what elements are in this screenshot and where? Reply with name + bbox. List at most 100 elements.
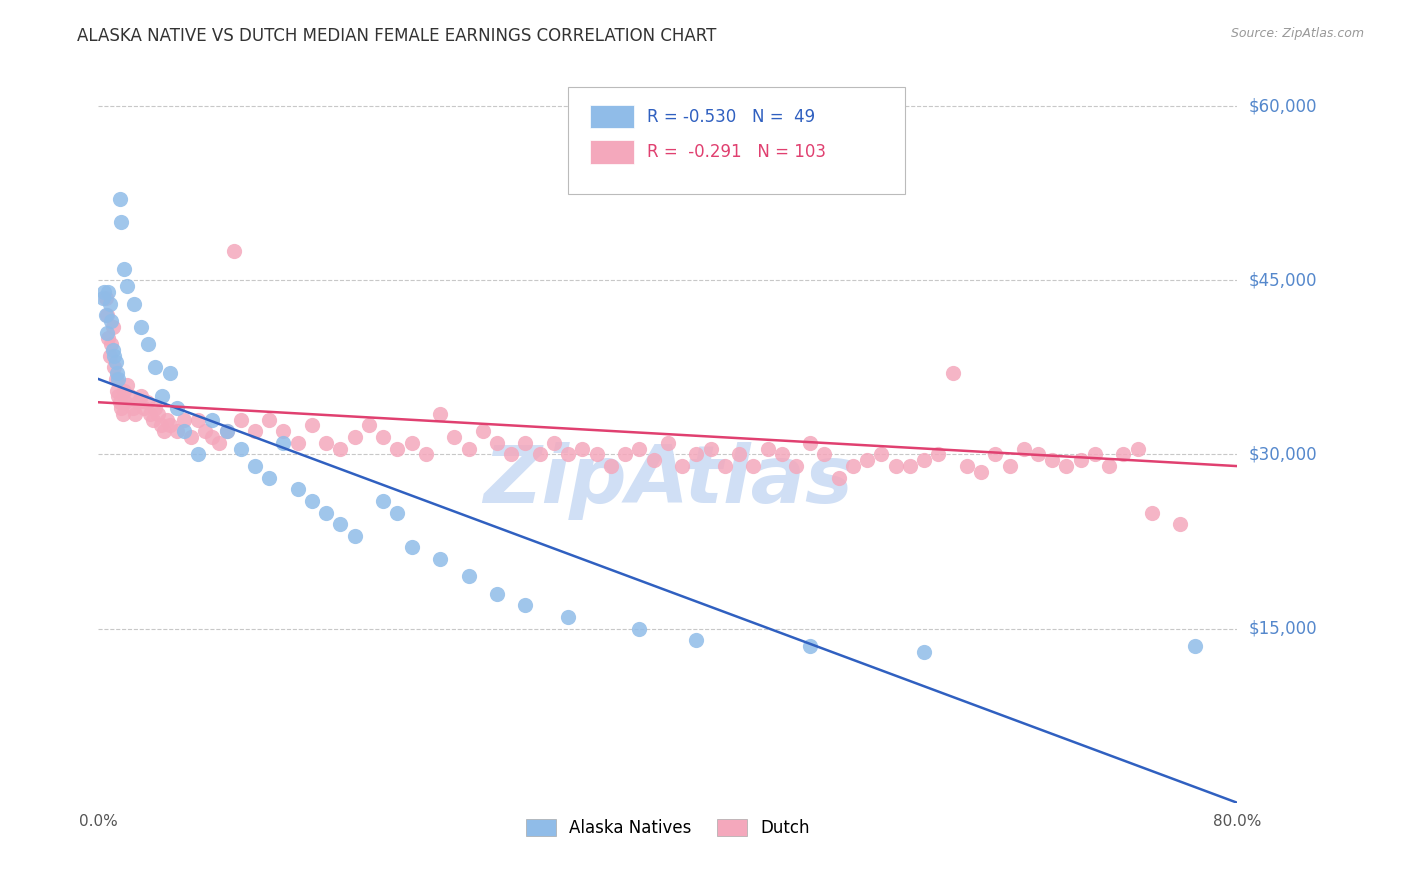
Point [138, 407, 160, 421]
Point [357, 418, 380, 433]
Point [912, 645, 935, 659]
Point [401, 436, 423, 450]
Point [401, 541, 423, 555]
Point [956, 459, 979, 474]
Point [429, 407, 451, 421]
Point [415, 448, 437, 462]
Point [329, 442, 352, 456]
Point [571, 442, 593, 456]
Point [543, 436, 565, 450]
Point [443, 430, 465, 444]
Point [215, 424, 238, 438]
Point [828, 471, 851, 485]
Point [173, 424, 195, 438]
Point [173, 412, 195, 426]
Text: $15,000: $15,000 [1249, 620, 1317, 638]
Point [93, 285, 115, 299]
Point [215, 424, 238, 438]
Point [1098, 459, 1121, 474]
Point [287, 483, 309, 497]
Point [813, 448, 835, 462]
Point [1184, 639, 1206, 653]
Point [153, 424, 176, 438]
Point [259, 471, 281, 485]
Point [159, 418, 181, 433]
Point [201, 412, 224, 426]
Point [515, 599, 537, 613]
Point [1026, 448, 1049, 462]
Point [685, 448, 707, 462]
Point [315, 506, 337, 520]
Point [486, 587, 509, 601]
Point [105, 384, 128, 398]
Point [471, 424, 494, 438]
Point [91, 291, 114, 305]
Point [124, 407, 146, 421]
Point [329, 517, 352, 532]
Point [229, 442, 252, 456]
Point [1012, 442, 1035, 456]
Point [148, 407, 170, 421]
Point [94, 291, 117, 305]
Point [1126, 442, 1149, 456]
Point [742, 459, 765, 474]
Text: $30,000: $30,000 [1249, 445, 1317, 464]
FancyBboxPatch shape [591, 140, 634, 163]
Point [699, 442, 721, 456]
Point [799, 639, 821, 653]
Point [129, 389, 152, 403]
Point [1170, 517, 1192, 532]
Point [373, 494, 395, 508]
Point [486, 436, 509, 450]
Point [96, 326, 118, 340]
Point [180, 430, 202, 444]
Point [728, 448, 751, 462]
Point [141, 412, 163, 426]
Point [107, 372, 129, 386]
Point [457, 442, 479, 456]
Point [108, 192, 131, 206]
Text: Source: ZipAtlas.com: Source: ZipAtlas.com [1230, 27, 1364, 40]
Point [501, 448, 523, 462]
Point [243, 424, 266, 438]
Point [187, 448, 209, 462]
Point [101, 319, 124, 334]
Point [98, 349, 121, 363]
Point [657, 436, 679, 450]
Point [942, 366, 965, 380]
Point [1070, 453, 1092, 467]
Point [301, 494, 323, 508]
FancyBboxPatch shape [591, 105, 634, 128]
Point [273, 424, 295, 438]
Point [884, 459, 907, 474]
Point [557, 448, 579, 462]
Point [166, 424, 188, 438]
Point [97, 285, 120, 299]
Point [685, 633, 707, 648]
Text: R = -0.530   N =  49: R = -0.530 N = 49 [647, 108, 815, 126]
Point [970, 465, 993, 479]
Point [108, 395, 131, 409]
Point [1056, 459, 1078, 474]
Point [870, 448, 893, 462]
Point [643, 453, 665, 467]
Point [96, 308, 118, 322]
Point [100, 314, 122, 328]
Point [600, 459, 623, 474]
Point [315, 436, 337, 450]
Point [94, 308, 117, 322]
Point [122, 296, 145, 310]
Point [243, 459, 266, 474]
Point [201, 430, 224, 444]
Point [150, 418, 173, 433]
Point [628, 622, 651, 636]
Point [387, 442, 409, 456]
Point [842, 459, 865, 474]
Point [208, 436, 231, 450]
Point [101, 343, 124, 357]
Point [107, 389, 129, 403]
Point [714, 459, 737, 474]
Point [103, 360, 125, 375]
Point [127, 395, 149, 409]
Point [105, 366, 128, 380]
